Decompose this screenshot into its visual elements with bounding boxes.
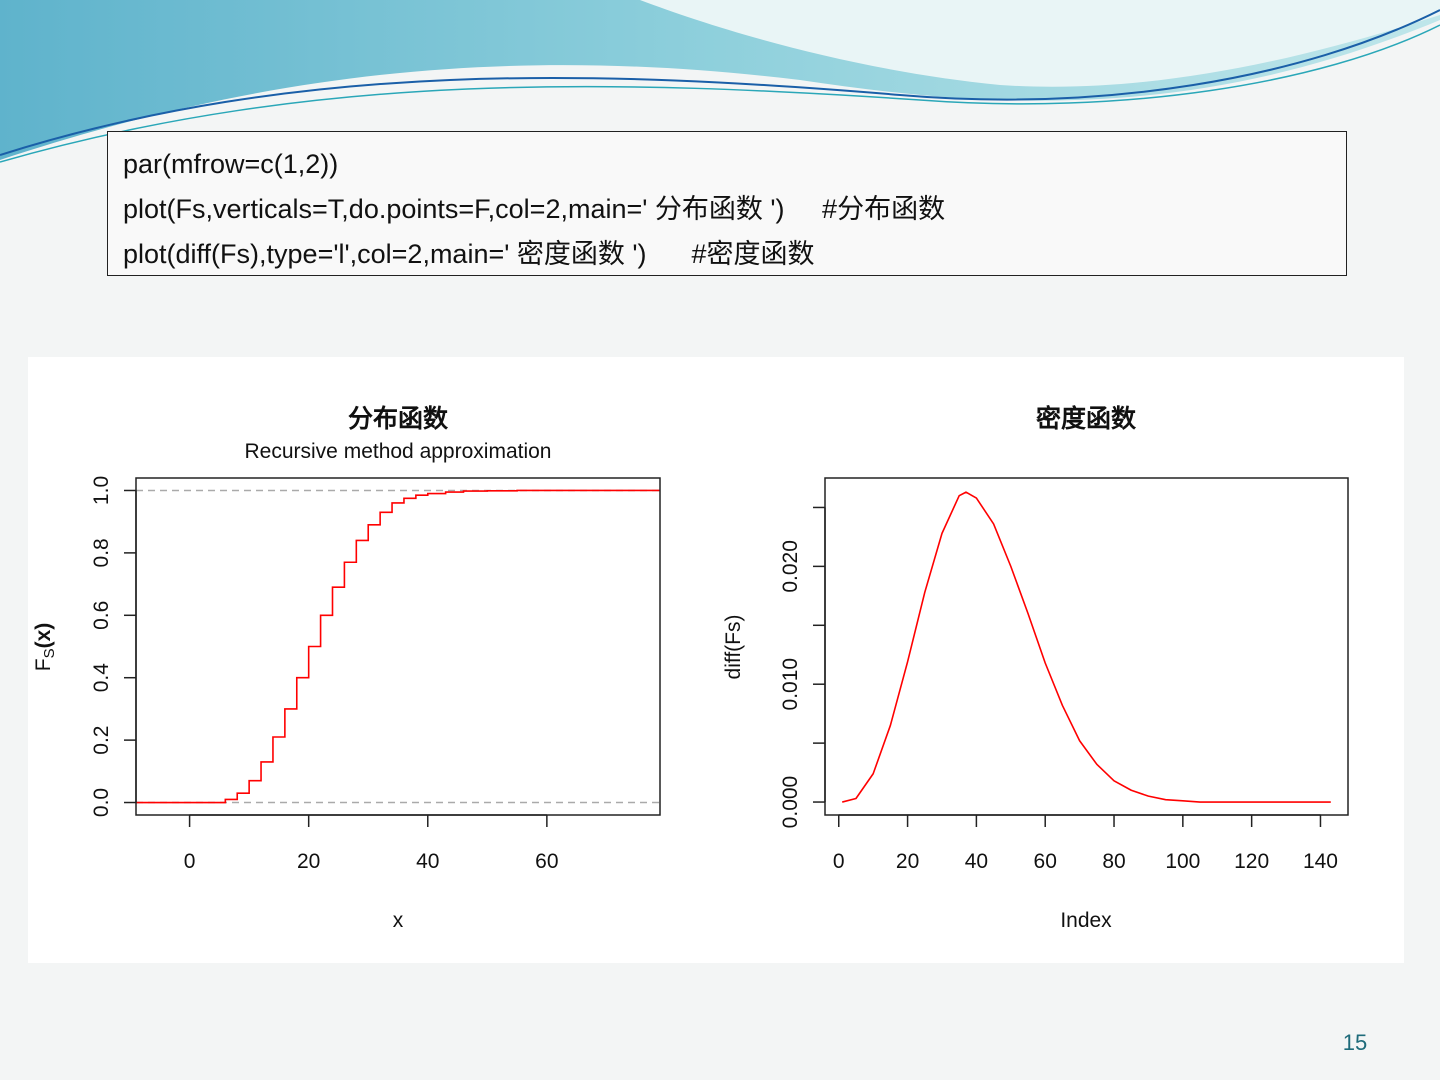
density-y-axis-label: diff(Fs) xyxy=(722,615,745,680)
x-tick-label: 0 xyxy=(184,850,196,873)
x-tick-label: 20 xyxy=(297,850,320,873)
x-tick-label: 40 xyxy=(965,850,988,873)
y-tick-label: 0.2 xyxy=(90,726,113,755)
header-wave-decoration xyxy=(0,0,1440,163)
plots-canvas: 分布函数 Recursive method approximation 0 20 4… xyxy=(32,404,1349,932)
y-tick-label: 0.000 xyxy=(779,776,802,829)
y-tick-label: 0.4 xyxy=(90,663,113,693)
y-tick-label: 0.0 xyxy=(90,788,113,817)
x-tick-label: 60 xyxy=(1034,850,1057,873)
x-tick-label: 100 xyxy=(1165,850,1200,873)
x-tick-label: 80 xyxy=(1102,850,1125,873)
code-line: par(mfrow=c(1,2)) xyxy=(123,149,339,179)
x-tick-label: 0 xyxy=(833,850,845,873)
cdf-chart: 分布函数 Recursive method approximation 0 20 4… xyxy=(32,404,661,932)
r-plot-figure: 分布函数 Recursive method approximation 0 20 4… xyxy=(28,357,1404,963)
x-tick-label: 40 xyxy=(416,850,439,873)
cdf-x-axis: 0 20 40 60 xyxy=(184,814,559,873)
cdf-x-axis-label: x xyxy=(393,909,404,932)
x-tick-label: 140 xyxy=(1303,850,1338,873)
y-tick-label: 0.010 xyxy=(779,658,802,711)
y-tick-label: 0.020 xyxy=(779,540,802,593)
y-tick-label: 0.6 xyxy=(90,601,113,630)
x-tick-label: 60 xyxy=(535,850,558,873)
y-tick-label: 1.0 xyxy=(90,476,113,505)
density-x-axis: 0 20 40 60 80 100 120 140 xyxy=(833,814,1338,873)
code-block: par(mfrow=c(1,2)) plot(Fs,verticals=T,do… xyxy=(107,131,1347,276)
density-y-axis: 0.000 0.010 0.020 xyxy=(779,506,826,829)
density-plot-frame xyxy=(824,477,1349,816)
cdf-chart-title: 分布函数 xyxy=(348,404,449,433)
cdf-y-axis-label-tail: (x) xyxy=(32,623,55,649)
cdf-y-axis-label-main: F xyxy=(32,658,55,671)
cdf-y-axis-label-sub: S xyxy=(41,648,58,658)
cdf-reference-lines xyxy=(136,489,660,804)
cdf-series xyxy=(136,489,660,804)
cdf-y-axis-label: FS(x) xyxy=(32,623,58,672)
x-tick-label: 20 xyxy=(896,850,919,873)
density-chart: 密度函数 0 20 40 60 80 100 120 140 0.0000.0100.020 … xyxy=(722,404,1349,932)
cdf-chart-subtitle: Recursive method approximation xyxy=(245,440,552,463)
y-tick-label: 0.8 xyxy=(90,538,113,567)
density-series xyxy=(842,491,1331,803)
cdf-y-axis: 0.0 0.2 0.4 0.6 0.8 1.0 xyxy=(90,476,137,817)
code-line: plot(diff(Fs),type='l',col=2,main=' 密度函数… xyxy=(123,239,815,269)
density-chart-title: 密度函数 xyxy=(1036,404,1137,433)
code-line: plot(Fs,verticals=T,do.points=F,col=2,ma… xyxy=(123,194,946,224)
density-x-axis-label: Index xyxy=(1060,909,1112,932)
density-line xyxy=(842,491,1331,803)
slide-page-number: 15 xyxy=(1342,1030,1368,1055)
cdf-step-line xyxy=(136,489,660,804)
cdf-plot-frame xyxy=(135,477,661,816)
x-tick-label: 120 xyxy=(1234,850,1269,873)
